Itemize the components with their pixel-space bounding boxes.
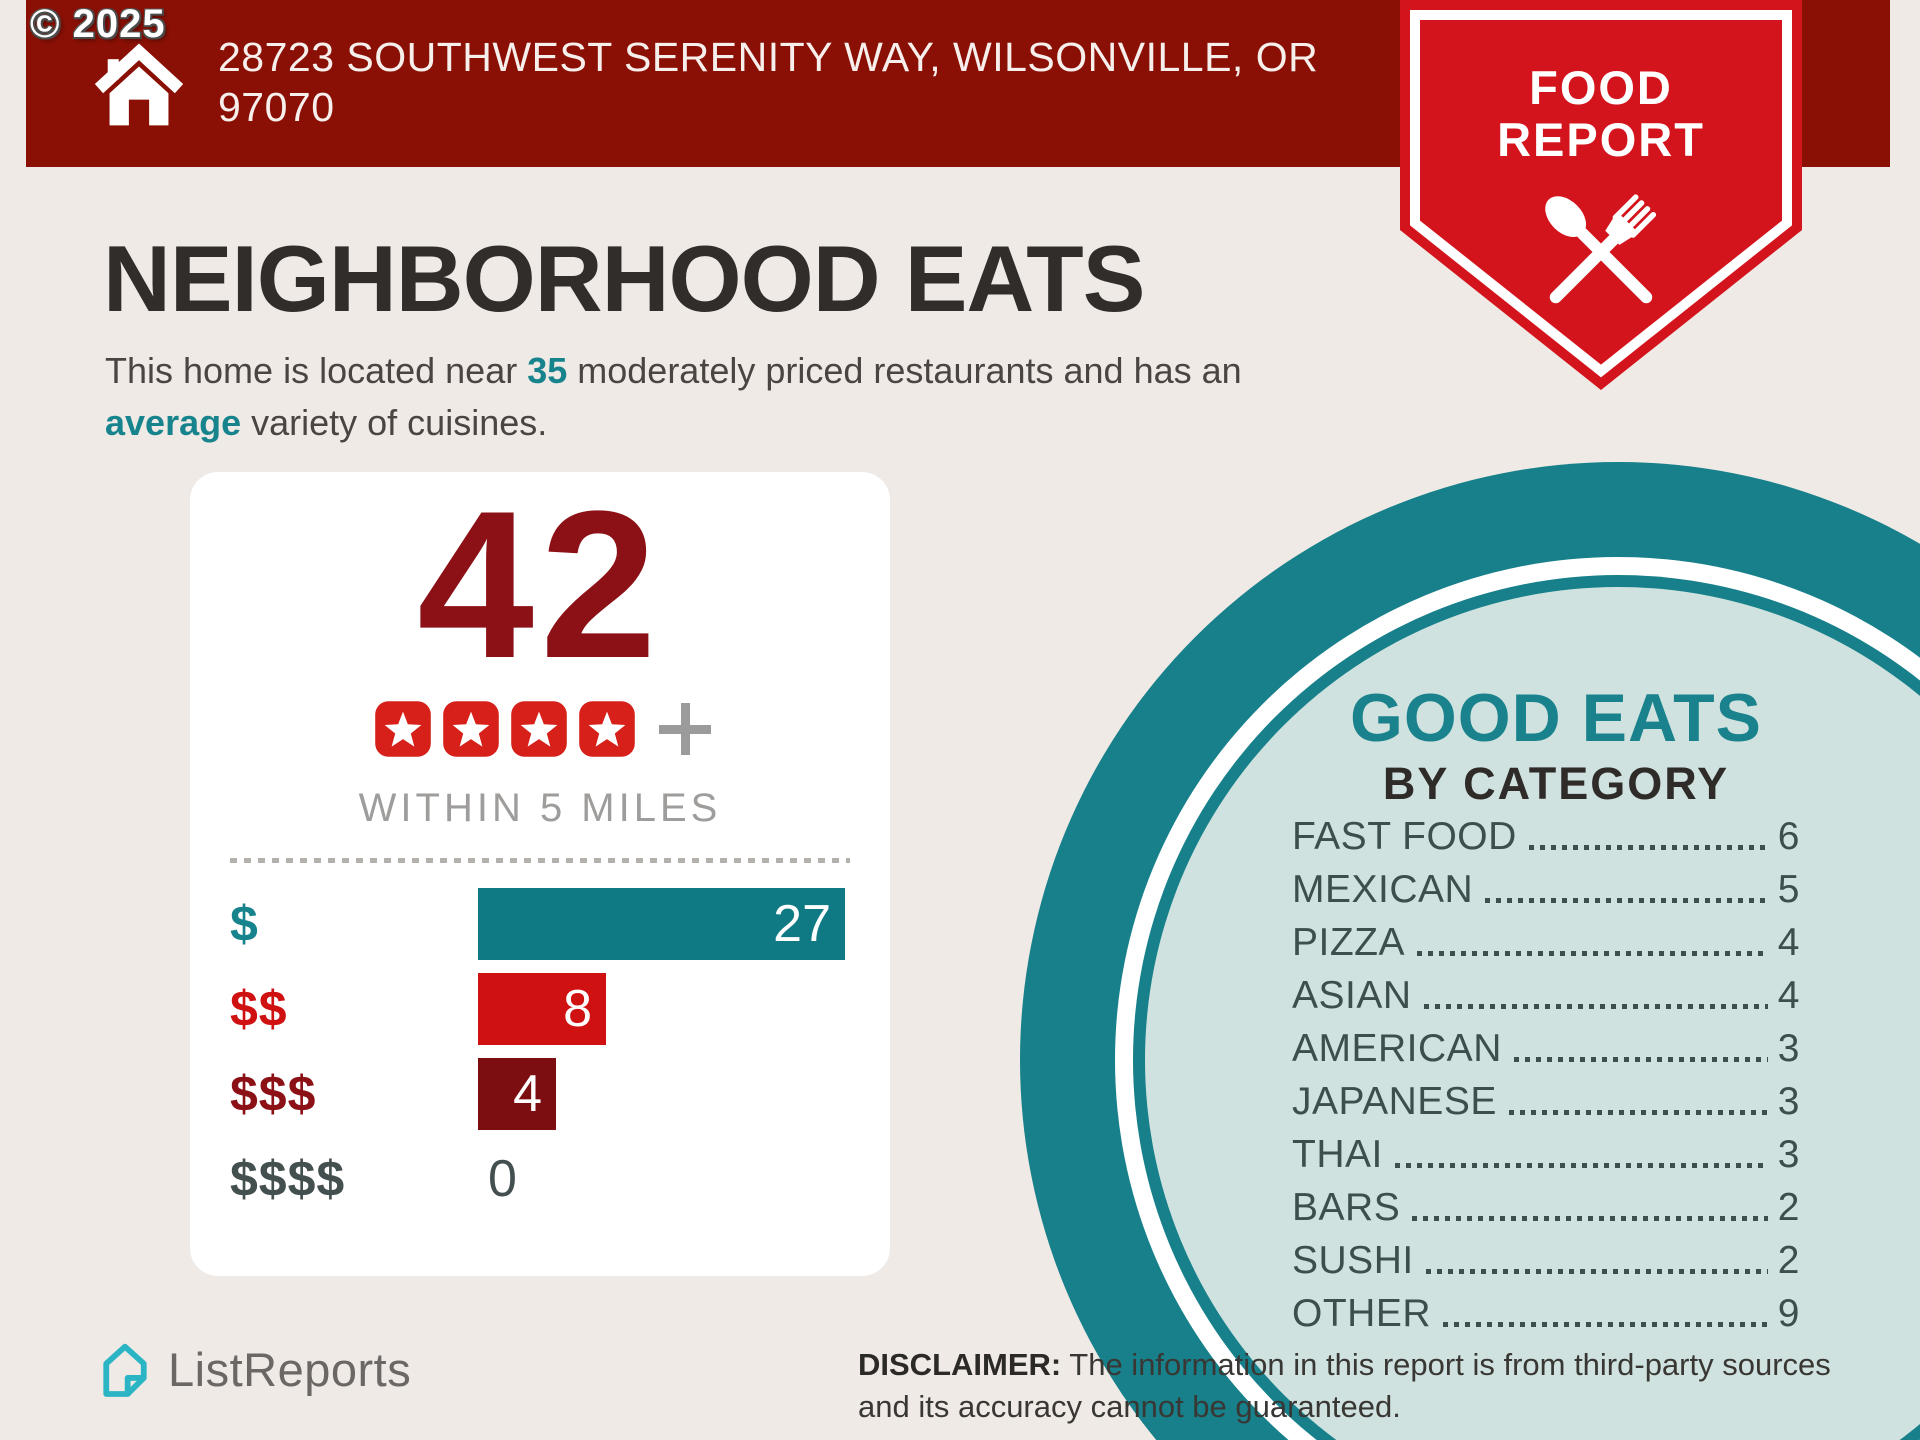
category-value: 6 <box>1777 814 1800 858</box>
star-icon <box>374 700 432 758</box>
disclaimer-label: DISCLAIMER: <box>858 1347 1062 1382</box>
home-icon <box>94 43 184 126</box>
bar-value: 8 <box>563 980 592 1038</box>
bar-track: 27 <box>478 888 850 960</box>
category-value: 5 <box>1777 867 1800 911</box>
category-row: JAPANESE 3 <box>1292 1075 1800 1128</box>
disclaimer-text: The information in this report is from t… <box>858 1347 1831 1424</box>
category-value: 2 <box>1777 1238 1800 1282</box>
bar-value: 4 <box>513 1065 542 1123</box>
category-dot-leader <box>1417 951 1768 956</box>
good-eats-subtitle: BY CATEGORY <box>1382 758 1730 810</box>
category-value: 4 <box>1777 920 1800 964</box>
bar-row: $$$ 4 <box>230 1058 850 1130</box>
category-row: OTHER 9 <box>1292 1287 1800 1340</box>
category-label: FAST FOOD <box>1292 814 1517 858</box>
address-line-2: 97070 <box>218 84 335 131</box>
category-dot-leader <box>1443 1322 1768 1327</box>
intro-highlight: average <box>105 402 242 444</box>
bar-label: $$$$ <box>230 1151 346 1207</box>
category-label: OTHER <box>1292 1291 1431 1335</box>
property-address: 28723 SOUTHWEST SERENITY WAY, WILSONVILL… <box>218 32 1368 132</box>
bar-row: $27 <box>230 888 850 960</box>
star-icon <box>510 700 568 758</box>
category-dot-leader <box>1508 1110 1768 1115</box>
intro-mid: moderately priced restaurants and has an <box>567 350 1242 391</box>
page-title: NEIGHBORHOOD EATS <box>103 226 1145 331</box>
category-dot-leader <box>1528 845 1768 850</box>
category-dot-leader <box>1394 1163 1768 1168</box>
bar-value: 0 <box>488 1150 517 1208</box>
category-row: BARS 2 <box>1292 1181 1800 1234</box>
bar-fill: 27 <box>478 888 845 960</box>
category-value: 2 <box>1777 1185 1800 1229</box>
category-label: MEXICAN <box>1292 867 1474 911</box>
plus-icon <box>659 703 711 755</box>
food-report-badge: FOOD REPORT <box>1400 0 1802 392</box>
bar-label: $$ <box>230 981 288 1037</box>
restaurant-count: 42 <box>417 467 663 702</box>
category-dot-leader <box>1485 898 1768 903</box>
copyright-watermark: © 2025 <box>30 2 166 46</box>
radius-label: WITHIN 5 MILES <box>358 786 722 830</box>
category-row: SUSHI 2 <box>1292 1234 1800 1287</box>
category-value: 9 <box>1777 1291 1800 1335</box>
address-line-1: 28723 SOUTHWEST SERENITY WAY, WILSONVILL… <box>218 34 1319 80</box>
category-value: 3 <box>1777 1026 1800 1070</box>
category-dot-leader <box>1412 1216 1768 1221</box>
good-eats-heading: GOOD EATS BY CATEGORY <box>1256 680 1856 810</box>
category-row: PIZZA 4 <box>1292 916 1800 969</box>
category-dot-leader <box>1423 1004 1768 1009</box>
bar-fill: 8 <box>478 973 606 1045</box>
disclaimer: DISCLAIMER: The information in this repo… <box>858 1344 1833 1428</box>
house-page-fold-icon <box>103 1343 147 1397</box>
utensils-crossed-icon <box>1545 194 1657 304</box>
category-label: JAPANESE <box>1292 1079 1497 1123</box>
price-bar-chart: $27 $$ 8 $$$ 4 $$$$ 0 <box>230 888 850 1228</box>
intro-text: This home is located near 35 moderately … <box>105 345 1265 449</box>
category-label: ASIAN <box>1292 973 1412 1017</box>
badge-title-line2: REPORT <box>1497 113 1705 166</box>
category-value: 3 <box>1777 1132 1800 1176</box>
badge-title-line1: FOOD <box>1529 61 1673 114</box>
listreports-logo: ListReports <box>100 1340 411 1398</box>
category-value: 3 <box>1777 1079 1800 1123</box>
bar-track: 0 <box>478 1143 850 1215</box>
good-eats-title: GOOD EATS <box>1350 680 1762 756</box>
category-row: ASIAN 4 <box>1292 969 1800 1022</box>
bar-value: 27 <box>773 895 831 953</box>
bar-row: $$ 8 <box>230 973 850 1045</box>
category-row: FAST FOOD 6 <box>1292 810 1800 863</box>
category-row: THAI 3 <box>1292 1128 1800 1181</box>
dashed-divider <box>230 858 850 863</box>
star-rating-row <box>190 700 890 758</box>
category-dot-leader <box>1513 1057 1768 1062</box>
category-label: THAI <box>1292 1132 1383 1176</box>
bar-track: 4 <box>478 1058 850 1130</box>
bar-label: $ <box>230 896 259 952</box>
category-label: SUSHI <box>1292 1238 1414 1282</box>
star-icon <box>442 700 500 758</box>
category-row: AMERICAN 3 <box>1292 1022 1800 1075</box>
star-rating <box>369 700 641 758</box>
category-label: BARS <box>1292 1185 1401 1229</box>
category-value: 4 <box>1777 973 1800 1017</box>
category-list: FAST FOOD 6 MEXICAN 5 PIZZA 4 ASIAN 4 AMERICAN 3 J… <box>1292 810 1800 1340</box>
bar-fill: 4 <box>478 1058 556 1130</box>
bar-track: 8 <box>478 973 850 1045</box>
bar-label: $$$ <box>230 1066 317 1122</box>
intro-count: 35 <box>527 350 568 391</box>
intro-pre: This home is located near <box>105 350 528 391</box>
brand-name: ListReports <box>168 1342 412 1396</box>
category-dot-leader <box>1425 1269 1768 1274</box>
category-label: PIZZA <box>1292 920 1406 964</box>
category-label: AMERICAN <box>1292 1026 1502 1070</box>
category-row: MEXICAN 5 <box>1292 863 1800 916</box>
summary-card: 42 WITHIN 5 MILES $27 $$ 8 $$$ 4 $$$$ 0 <box>190 472 890 1276</box>
star-icon <box>578 700 636 758</box>
bar-row: $$$$ 0 <box>230 1143 850 1215</box>
intro-post: variety of cuisines. <box>241 402 548 444</box>
